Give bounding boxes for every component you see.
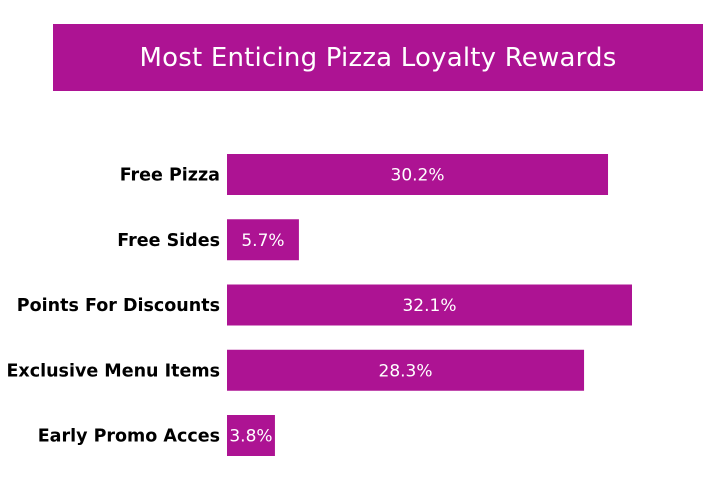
- category-label-points-for-discounts: Points For Discounts: [17, 296, 220, 316]
- bar-points-for-discounts: [227, 284, 632, 326]
- value-label-exclusive-menu-items: 28.3%: [379, 361, 433, 381]
- value-label-early-promo-acces: 3.8%: [229, 427, 272, 447]
- chart-title: Most Enticing Pizza Loyalty Rewards: [53, 24, 703, 91]
- category-label-exclusive-menu-items: Exclusive Menu Items: [6, 361, 220, 381]
- bar-early-promo-acces: [227, 415, 275, 456]
- bar-free-pizza: [227, 154, 609, 195]
- category-label-free-pizza: Free Pizza: [120, 166, 220, 186]
- category-label-free-sides: Free Sides: [117, 231, 220, 251]
- value-label-free-pizza: 30.2%: [391, 166, 445, 186]
- category-label-early-promo-acces: Early Promo Acces: [38, 427, 220, 447]
- bar-free-sides: [227, 219, 299, 261]
- value-label-free-sides: 5.7%: [241, 231, 284, 251]
- value-label-points-for-discounts: 32.1%: [402, 296, 456, 316]
- bar-exclusive-menu-items: [227, 349, 585, 391]
